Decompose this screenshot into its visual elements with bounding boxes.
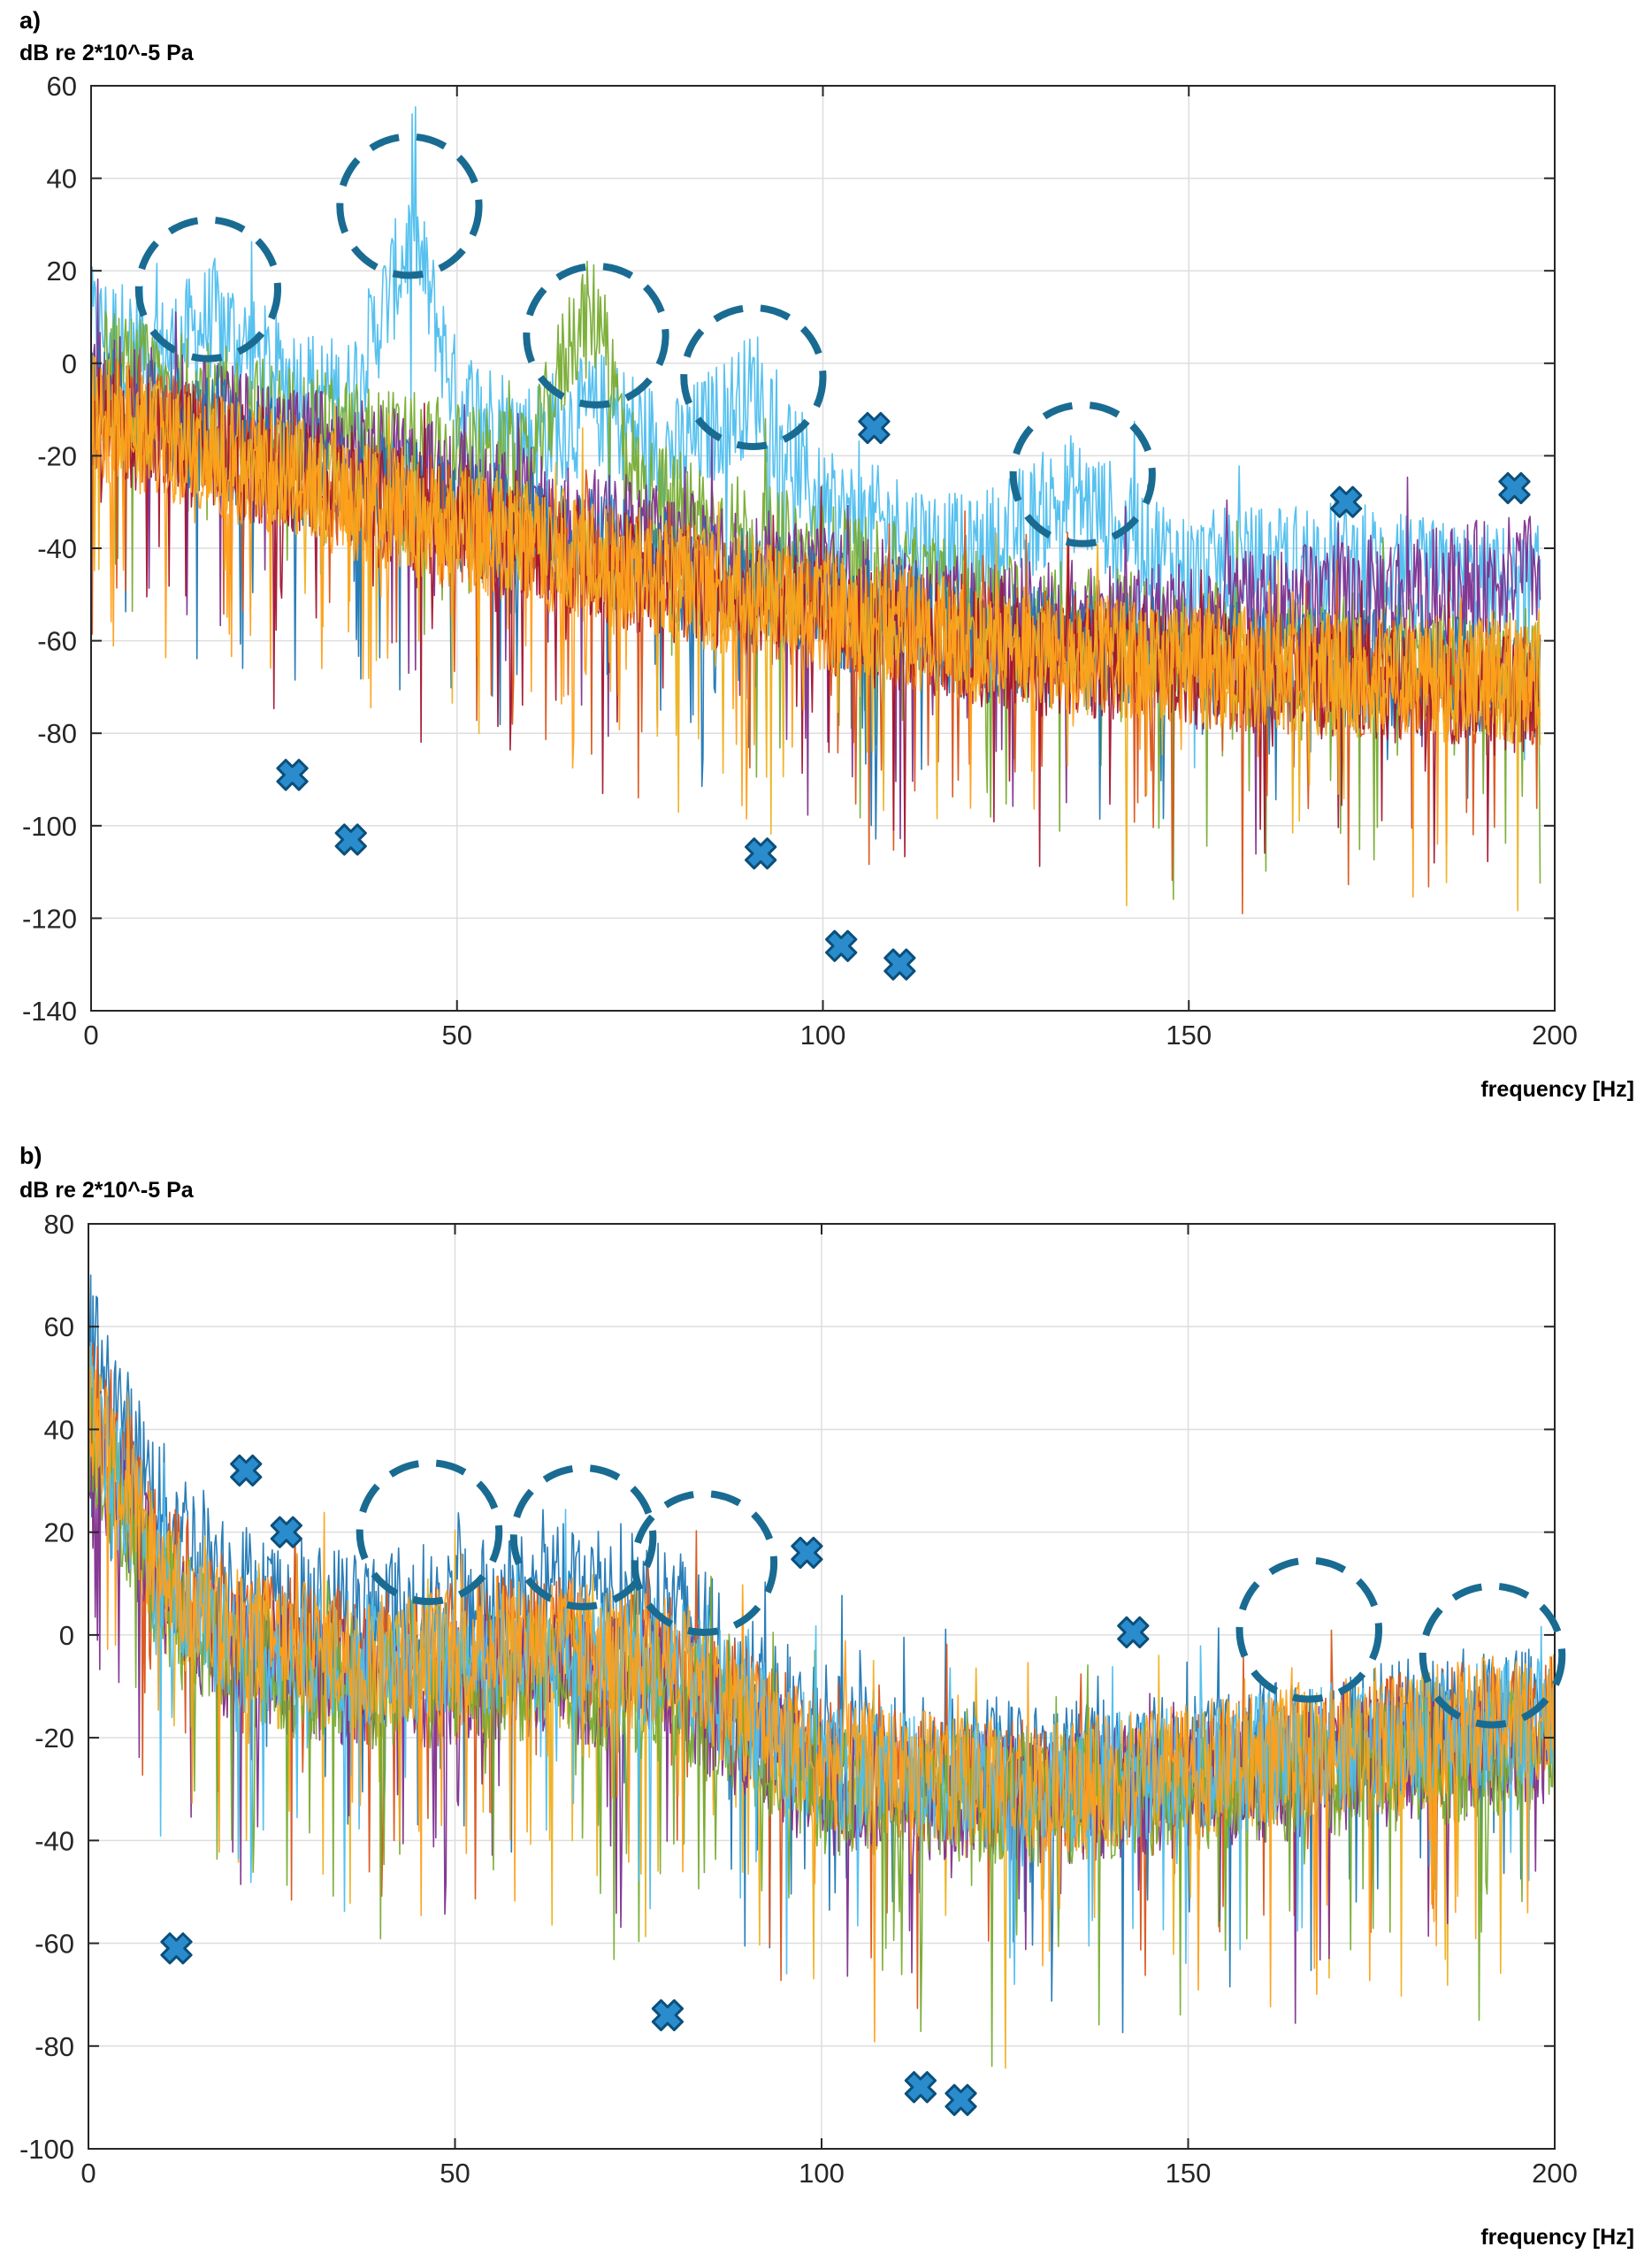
panel-b-y-tick-label: 60 <box>44 1311 74 1342</box>
panel-a-y-tick-label: 0 <box>62 348 77 379</box>
panel-a-y-tick-label: -40 <box>37 533 77 564</box>
panel-b-x-tick-label: 150 <box>1166 2158 1212 2189</box>
panel-a-y-tick-label: -80 <box>37 718 77 749</box>
panel-a-annotations <box>134 133 1531 981</box>
panel-a-x-marker-icon <box>334 823 367 856</box>
panel-b-label: b) <box>19 1142 42 1169</box>
panel-a-x-marker-icon <box>1330 485 1363 518</box>
panel-b-highlight-circle <box>509 1464 657 1610</box>
panel-b-y-tick-label: -40 <box>34 1825 74 1856</box>
panel-b-x-marker-icon <box>230 1454 263 1487</box>
panel-a-x-tick-label: 50 <box>442 1020 472 1051</box>
panel-a-x-marker-icon <box>276 759 309 791</box>
panel-a-y-tick-label: -60 <box>37 626 77 657</box>
panel-b-x-marker-icon <box>270 1516 302 1548</box>
panel-b-x-marker-icon <box>945 2083 977 2116</box>
panel-a-ticks: 0 50 100 150 200 -140 -120 -100 -80 -60 -40 -20 0 20 4… <box>22 71 1578 1051</box>
panel-b: 0 50 100 150 200 -100 -80 -60 -40 -20 0 20 40 60 80 b) d… <box>19 1142 1634 2250</box>
panel-a-x-tick-label: 0 <box>83 1020 98 1051</box>
panel-b-x-tick-label: 50 <box>440 2158 470 2189</box>
panel-a-x-marker-icon <box>745 837 777 870</box>
panel-b-y-tick-label: 40 <box>44 1414 74 1445</box>
panel-b-x-marker-icon <box>904 2071 937 2104</box>
panel-b-highlight-circle <box>1235 1556 1383 1703</box>
panel-a-highlight-circle <box>336 133 483 279</box>
panel-a-x-tick-label: 100 <box>800 1020 846 1051</box>
panel-b-y-tick-label: 0 <box>59 1620 74 1651</box>
panel-a-series-group <box>91 106 1541 914</box>
panel-a-y-tick-label: -100 <box>22 811 77 842</box>
panel-a-x-marker-icon <box>825 929 858 962</box>
panel-b-y-tick-label: -20 <box>34 1723 74 1754</box>
panel-a-x-marker-icon <box>883 948 916 981</box>
panel-b-y-tick-label: -80 <box>34 2031 74 2062</box>
panel-a-highlight-circle <box>1009 401 1156 547</box>
panel-a-y-tick-label: 20 <box>47 256 77 287</box>
panel-a-series-line-7 <box>91 356 1541 898</box>
panel-a-x-marker-icon <box>858 411 891 445</box>
panel-b-y-tick-label: -60 <box>34 1929 74 1960</box>
panel-b-x-marker-icon <box>1117 1616 1150 1649</box>
panel-a-y-tick-label: -120 <box>22 903 77 934</box>
panel-b-highlight-circle <box>631 1490 778 1636</box>
panel-a-x-tick-label: 200 <box>1532 1020 1578 1051</box>
panel-b-highlight-circle <box>356 1459 503 1606</box>
panel-b-x-tick-label: 100 <box>799 2158 845 2189</box>
panel-a-series-line-6 <box>91 352 1541 912</box>
panel-b-x-marker-icon <box>160 1932 193 1965</box>
panel-a-highlight-circle <box>134 216 282 363</box>
panel-b-x-tick-label: 0 <box>80 2158 96 2189</box>
panel-a-x-marker-icon <box>1498 471 1531 505</box>
panel-b-y-tick-label: 20 <box>44 1517 74 1548</box>
panel-a-y-tick-label: -140 <box>22 996 77 1027</box>
panel-a-label: a) <box>19 7 41 34</box>
panel-a-y-axis-label: dB re 2*10^-5 Pa <box>19 41 195 65</box>
panel-a-highlight-circle <box>523 262 669 409</box>
panel-b-series-group <box>88 1274 1555 2069</box>
panel-a-y-tick-label: 60 <box>47 71 77 102</box>
panel-a-y-tick-label: -20 <box>37 440 77 471</box>
panel-a-x-tick-label: 150 <box>1166 1020 1212 1051</box>
panel-b-x-axis-label: frequency [Hz] <box>1480 2225 1634 2250</box>
panel-b-x-tick-label: 200 <box>1532 2158 1578 2189</box>
panel-b-y-axis-label: dB re 2*10^-5 Pa <box>19 1178 195 1203</box>
panel-b-annotations <box>160 1454 1566 2116</box>
panel-a-y-tick-label: 40 <box>47 164 77 195</box>
panel-b-ticks: 0 50 100 150 200 -100 -80 -60 -40 -20 0 20 40 60 80 <box>19 1209 1578 2189</box>
panel-b-y-tick-label: 80 <box>44 1209 74 1240</box>
panel-b-x-marker-icon <box>651 1998 685 2032</box>
panel-a-highlight-circle <box>680 304 827 450</box>
panel-b-highlight-circle <box>1419 1582 1566 1729</box>
panel-b-y-tick-label: -100 <box>19 2134 74 2165</box>
panel-b-series-line-6 <box>88 1368 1555 2043</box>
panel-b-x-marker-icon <box>791 1536 823 1570</box>
panel-a: 0 50 100 150 200 -140 -120 -100 -80 -60 -40 -20 0 20 4… <box>19 7 1634 1102</box>
panel-a-x-axis-label: frequency [Hz] <box>1480 1077 1634 1102</box>
